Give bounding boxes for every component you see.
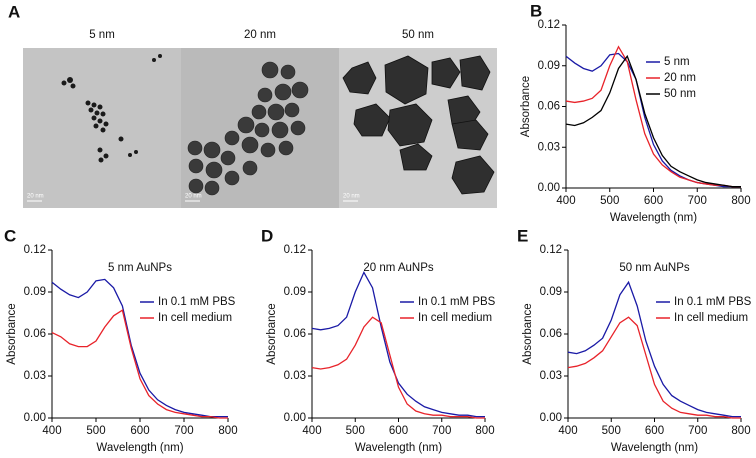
y-tick-label: 0.03 bbox=[24, 370, 46, 382]
y-tick-label: 0.00 bbox=[24, 412, 46, 424]
y-tick-label: 0.12 bbox=[284, 244, 306, 256]
y-tick-label: 0.09 bbox=[538, 60, 560, 72]
series-line bbox=[311, 316, 485, 419]
y-tick-label: 0.00 bbox=[284, 412, 306, 424]
y-tick-label: 0.06 bbox=[540, 328, 562, 340]
image-title: 5 nm bbox=[89, 29, 115, 41]
y-axis-label: Absorbance bbox=[522, 303, 534, 364]
x-tick-label: 500 bbox=[86, 425, 105, 437]
x-axis-label: Wavelength (nm) bbox=[611, 442, 698, 454]
x-tick-label: 500 bbox=[346, 425, 365, 437]
y-tick-label: 0.09 bbox=[24, 286, 46, 298]
series-line bbox=[51, 278, 228, 418]
legend-label: In 0.1 mM PBS bbox=[418, 296, 496, 308]
x-tick-label: 800 bbox=[731, 425, 750, 437]
legend-label: In 0.1 mM PBS bbox=[674, 296, 752, 308]
y-tick-label: 0.00 bbox=[540, 412, 562, 424]
y-tick-label: 0.12 bbox=[24, 244, 46, 256]
series-line bbox=[567, 280, 741, 418]
x-tick-label: 600 bbox=[644, 195, 663, 207]
series-line bbox=[51, 309, 228, 419]
panel-label: A bbox=[8, 2, 20, 21]
series-line bbox=[565, 54, 741, 188]
series-line bbox=[311, 270, 485, 418]
y-axis-label: Absorbance bbox=[266, 303, 278, 364]
x-tick-label: 600 bbox=[130, 425, 149, 437]
y-axis-label: Absorbance bbox=[6, 303, 18, 364]
legend-label: In cell medium bbox=[418, 312, 492, 324]
scale-bar-label: 20 nm bbox=[343, 194, 360, 200]
y-tick-label: 0.03 bbox=[538, 141, 560, 153]
panel-label: E bbox=[517, 226, 528, 245]
chart-title: 50 nm AuNPs bbox=[619, 262, 690, 274]
panel-label: C bbox=[4, 226, 16, 245]
x-tick-label: 800 bbox=[731, 195, 750, 207]
x-tick-label: 600 bbox=[645, 425, 664, 437]
panel-label: B bbox=[530, 1, 542, 20]
chart-title: 5 nm AuNPs bbox=[108, 262, 172, 274]
legend-label: In cell medium bbox=[158, 312, 232, 324]
series-line bbox=[567, 316, 741, 419]
series-line bbox=[565, 45, 741, 188]
x-tick-label: 500 bbox=[602, 425, 621, 437]
x-tick-label: 700 bbox=[174, 425, 193, 437]
x-tick-label: 700 bbox=[432, 425, 451, 437]
legend-label: In 0.1 mM PBS bbox=[158, 296, 236, 308]
x-tick-label: 400 bbox=[302, 425, 321, 437]
tem-image: 20 nm bbox=[181, 48, 339, 208]
legend-label: 50 nm bbox=[664, 88, 696, 100]
scale-bar-label: 20 nm bbox=[27, 194, 44, 200]
x-tick-label: 700 bbox=[688, 425, 707, 437]
image-title: 50 nm bbox=[402, 29, 434, 41]
tem-image: 20 nm bbox=[339, 48, 497, 208]
y-tick-label: 0.03 bbox=[284, 370, 306, 382]
x-tick-label: 600 bbox=[389, 425, 408, 437]
x-tick-label: 400 bbox=[556, 195, 575, 207]
x-tick-label: 700 bbox=[688, 195, 707, 207]
series-line bbox=[565, 52, 741, 188]
y-tick-label: 0.09 bbox=[284, 286, 306, 298]
legend-label: 20 nm bbox=[664, 72, 696, 84]
legend-label: 5 nm bbox=[664, 56, 690, 68]
y-tick-label: 0.00 bbox=[538, 182, 560, 194]
y-tick-label: 0.06 bbox=[284, 328, 306, 340]
x-tick-label: 400 bbox=[558, 425, 577, 437]
legend-label: In cell medium bbox=[674, 312, 748, 324]
x-axis-label: Wavelength (nm) bbox=[96, 442, 183, 454]
y-tick-label: 0.06 bbox=[538, 101, 560, 113]
chart-title: 20 nm AuNPs bbox=[363, 262, 434, 274]
y-tick-label: 0.12 bbox=[538, 19, 560, 31]
y-tick-label: 0.09 bbox=[540, 286, 562, 298]
x-tick-label: 800 bbox=[218, 425, 237, 437]
y-axis-label: Absorbance bbox=[520, 76, 532, 137]
x-axis-label: Wavelength (nm) bbox=[355, 442, 442, 454]
x-tick-label: 800 bbox=[475, 425, 494, 437]
scale-bar-label: 20 nm bbox=[185, 194, 202, 200]
y-tick-label: 0.06 bbox=[24, 328, 46, 340]
image-title: 20 nm bbox=[244, 29, 276, 41]
y-tick-label: 0.03 bbox=[540, 370, 562, 382]
x-tick-label: 400 bbox=[42, 425, 61, 437]
x-axis-label: Wavelength (nm) bbox=[610, 212, 697, 224]
tem-image: 20 nm bbox=[23, 48, 181, 208]
x-tick-label: 500 bbox=[600, 195, 619, 207]
y-tick-label: 0.12 bbox=[540, 244, 562, 256]
panel-label: D bbox=[261, 226, 273, 245]
